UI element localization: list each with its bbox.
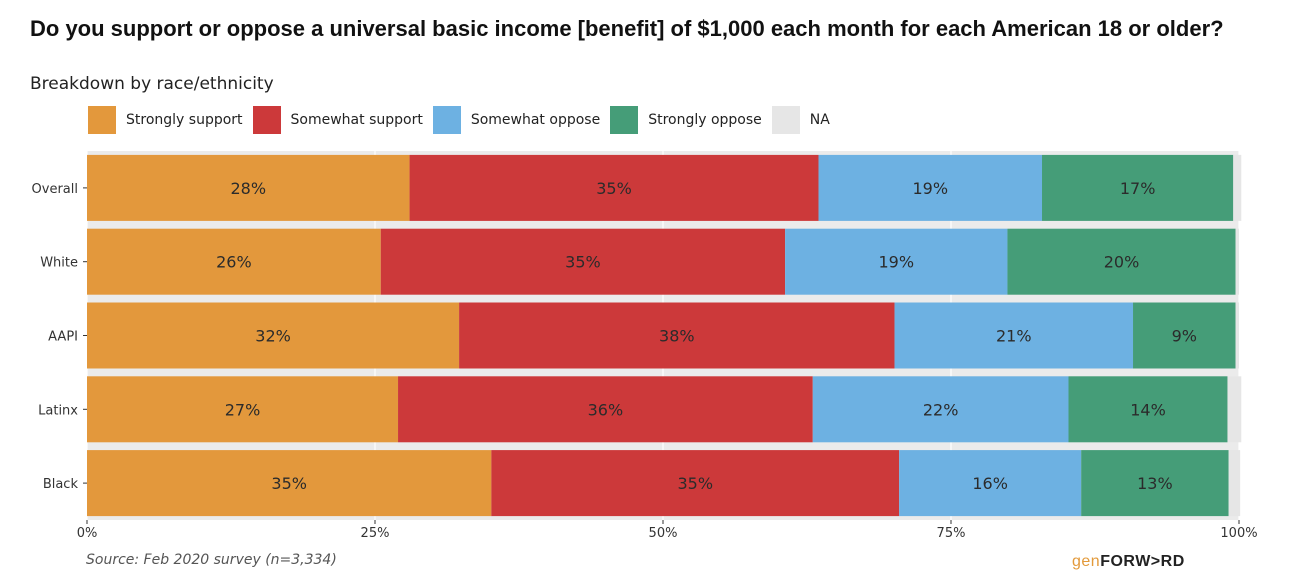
logo-gen: gen — [1072, 553, 1101, 570]
bar-segment — [1228, 450, 1241, 517]
bar-segment — [1081, 450, 1229, 517]
bar-segment — [87, 376, 399, 443]
bar-value-label: 21% — [996, 327, 1032, 346]
legend-label: Strongly oppose — [648, 112, 762, 128]
bar-segment — [409, 154, 819, 221]
x-tick-label: 50% — [649, 526, 678, 541]
logo-rest: FORW>RD — [1100, 553, 1185, 570]
bar-segment — [1133, 302, 1236, 369]
bar-value-label: 38% — [659, 327, 695, 346]
bar-segment — [1235, 302, 1239, 369]
legend-label: Somewhat support — [290, 112, 423, 128]
bar-segment — [87, 450, 492, 517]
x-tick-label: 0% — [77, 526, 98, 541]
bar-segment — [1235, 228, 1239, 295]
bar-segment — [398, 376, 813, 443]
legend-item-somewhat-support: Somewhat support — [252, 106, 423, 134]
bar-segment — [380, 228, 786, 295]
bar-value-label: 19% — [878, 253, 914, 272]
bar-segment — [1227, 376, 1242, 443]
bar-segment — [785, 228, 1008, 295]
bar-segment — [87, 154, 410, 221]
legend-swatch — [432, 106, 461, 134]
legend-item-strongly-support: Strongly support — [88, 106, 243, 134]
bar-value-label: 35% — [677, 474, 713, 493]
category-label: Overall — [32, 182, 78, 197]
x-tick-label: 75% — [937, 526, 966, 541]
legend-swatch — [610, 106, 639, 134]
bar-value-label: 35% — [271, 474, 307, 493]
bar-value-label: 13% — [1137, 474, 1173, 493]
legend-swatch — [252, 106, 281, 134]
bar-value-label: 17% — [1120, 179, 1156, 198]
bar-value-label: 35% — [565, 253, 601, 272]
bar-segment — [1068, 376, 1228, 443]
bar-segment — [459, 302, 895, 369]
legend: Strongly support Somewhat support Somewh… — [88, 106, 840, 134]
category-label: Black — [43, 477, 79, 492]
bar-segment — [87, 302, 460, 369]
legend-label: Somewhat oppose — [470, 112, 601, 128]
bar-segment — [818, 154, 1043, 221]
bar-value-label: 26% — [216, 253, 252, 272]
legend-label: NA — [809, 112, 830, 128]
bar-segment — [812, 376, 1069, 443]
bar-value-label: 32% — [255, 327, 291, 346]
legend-label: Strongly support — [126, 112, 243, 128]
bar-value-label: 16% — [972, 474, 1008, 493]
legend-swatch — [771, 106, 800, 134]
bar-value-label: 14% — [1130, 400, 1166, 419]
bar-value-label: 9% — [1172, 327, 1197, 346]
legend-item-na: NA — [771, 106, 830, 134]
category-label: Latinx — [38, 403, 78, 418]
bar-segment — [491, 450, 900, 517]
genforward-logo: genFORW>RD — [1072, 553, 1185, 571]
legend-item-somewhat-oppose: Somewhat oppose — [432, 106, 601, 134]
bar-segment — [1007, 228, 1236, 295]
bar-value-label: 27% — [225, 400, 261, 419]
chart-subtitle: Breakdown by race/ethnicity — [30, 74, 274, 94]
bar-segment — [1233, 154, 1242, 221]
bar-segment — [894, 302, 1134, 369]
legend-item-strongly-oppose: Strongly oppose — [610, 106, 762, 134]
bar-value-label: 28% — [230, 179, 266, 198]
category-label: White — [40, 256, 78, 271]
bar-segment — [1042, 154, 1234, 221]
legend-swatch — [88, 106, 116, 134]
bar-value-label: 35% — [596, 179, 632, 198]
bar-segment — [87, 228, 381, 295]
category-label: AAPI — [48, 330, 78, 345]
bar-value-label: 22% — [923, 400, 959, 419]
bar-value-label: 19% — [912, 179, 948, 198]
bar-value-label: 36% — [588, 400, 624, 419]
source-note: Source: Feb 2020 survey (n=3,334) — [86, 552, 337, 568]
x-tick-label: 100% — [1220, 526, 1257, 541]
x-tick-label: 25% — [361, 526, 390, 541]
bar-value-label: 20% — [1104, 253, 1140, 272]
chart-title: Do you support or oppose a universal bas… — [30, 16, 1224, 41]
bar-segment — [899, 450, 1082, 517]
